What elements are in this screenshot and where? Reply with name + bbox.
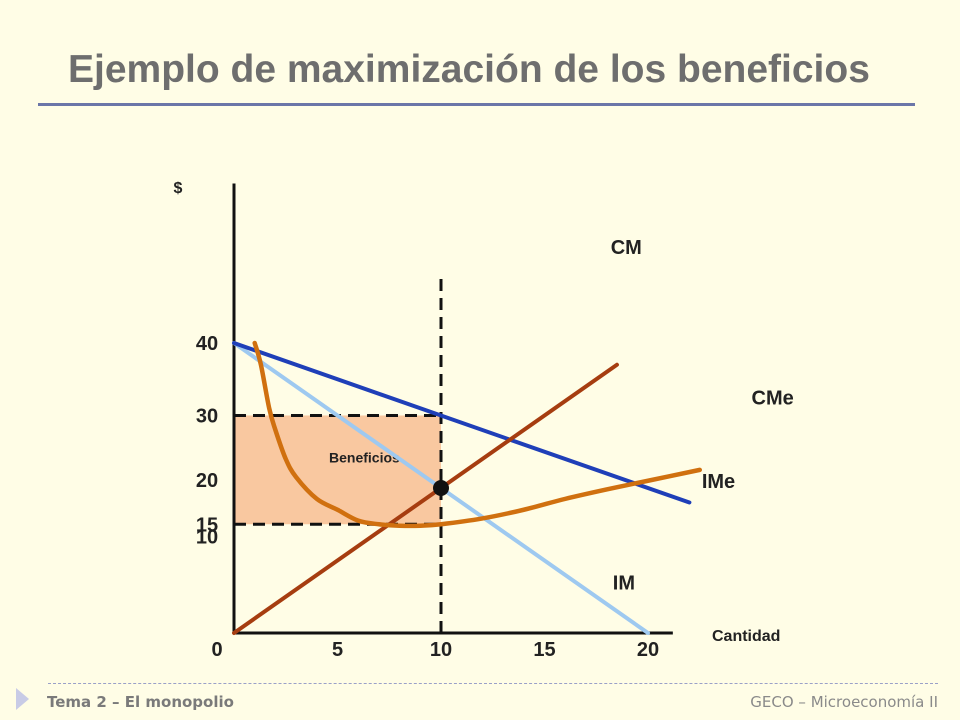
x-axis-label: Cantidad [712, 628, 780, 645]
x-tick-label: 10 [430, 639, 452, 661]
series-line-ime [232, 341, 692, 505]
footer-divider [48, 683, 938, 684]
series-label-cm: CM [611, 237, 642, 259]
y-axis-label: $ [174, 180, 183, 197]
x-tick-label: 0 [211, 639, 222, 661]
y-tick-label: 10 [196, 527, 218, 549]
y-tick-label: 30 [196, 406, 218, 428]
y-tick-label: 20 [196, 470, 218, 492]
series-label-cme: CMe [752, 388, 794, 410]
optimum-point [433, 480, 449, 496]
footer-topic: Tema 2 – El monopolio [47, 693, 234, 711]
series-label-im: IM [613, 573, 635, 595]
series-label-ime: IMe [702, 471, 735, 493]
y-tick-label: 40 [196, 333, 218, 355]
x-tick-label: 20 [637, 639, 659, 661]
series-line-cme [252, 340, 702, 529]
footer-arrow-icon [16, 688, 29, 710]
profit-area-label: Beneficios [329, 450, 400, 466]
y-tick-label: 15 [196, 514, 218, 536]
title-underline [38, 103, 915, 106]
footer-course: GECO – Microeconomía II [750, 693, 938, 711]
slide-title: Ejemplo de maximización de los beneficio… [68, 48, 870, 91]
x-tick-label: 15 [533, 639, 555, 661]
series-line-cm [232, 362, 619, 635]
x-tick-label: 5 [332, 639, 343, 661]
profit-area [234, 415, 441, 525]
